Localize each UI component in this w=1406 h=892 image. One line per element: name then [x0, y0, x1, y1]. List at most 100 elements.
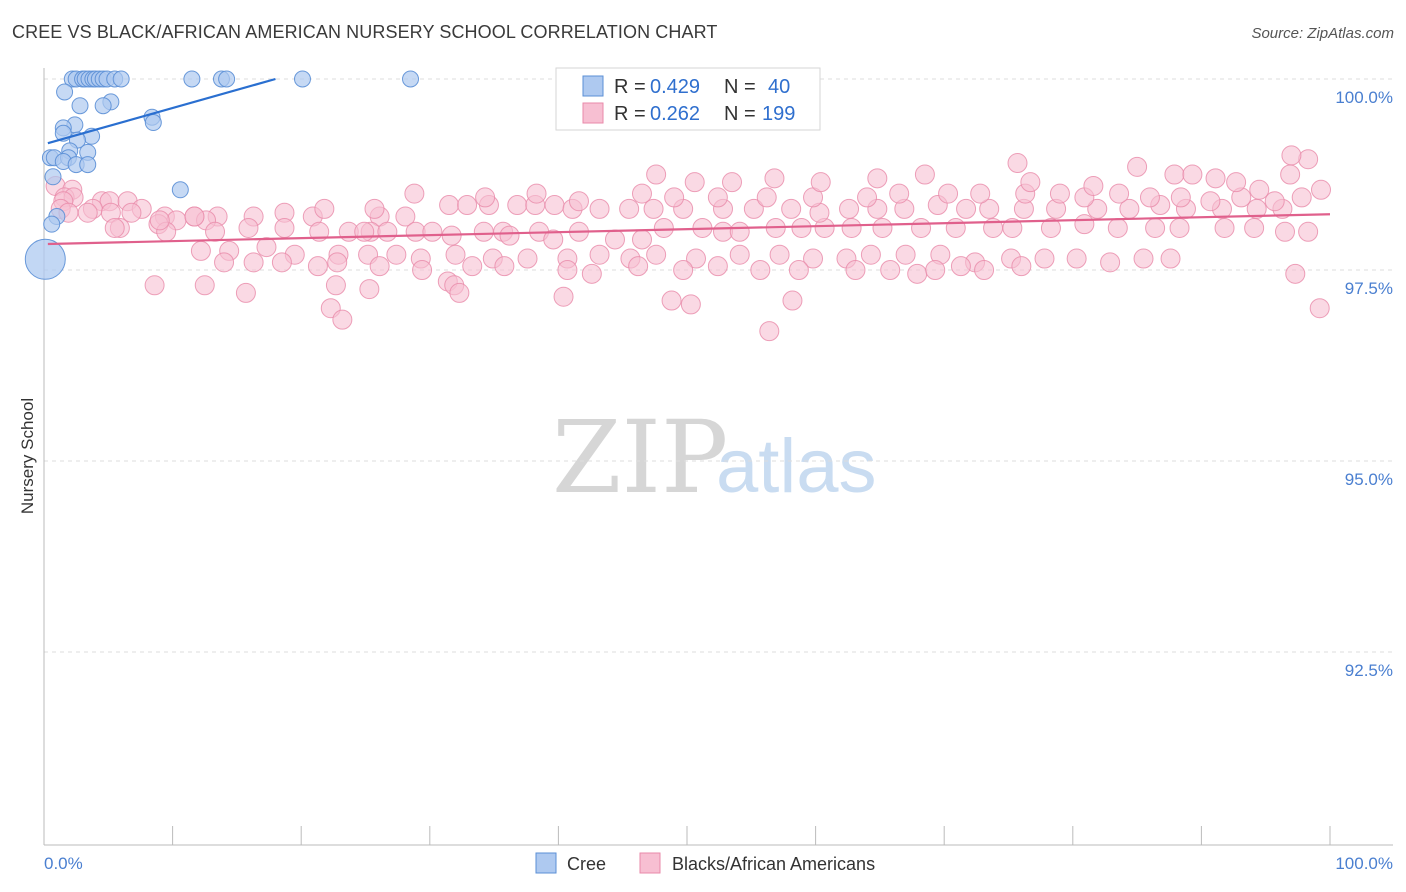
legend-black-r-label: R = [614, 103, 646, 125]
cree-point [218, 70, 236, 88]
y-axis-title: Nursery School [18, 398, 37, 514]
black-point [274, 217, 295, 238]
black-point [1169, 217, 1190, 238]
black-point [722, 172, 743, 193]
black-point [707, 187, 728, 208]
black-point [1002, 217, 1023, 238]
black-point [911, 217, 932, 238]
black-point [271, 252, 292, 273]
legend-cree-n-value: 40 [768, 76, 790, 98]
black-point [359, 279, 380, 300]
black-point [149, 210, 170, 231]
black-point [190, 240, 211, 261]
black-point [144, 275, 165, 296]
black-point [803, 248, 824, 269]
black-point [1066, 248, 1087, 269]
x-tick-marks [172, 826, 1331, 845]
black-point [439, 195, 460, 216]
black-point [517, 248, 538, 269]
black-point [788, 260, 809, 280]
black-point [1280, 164, 1301, 185]
black-point [680, 294, 701, 315]
black-point [1205, 168, 1226, 189]
black-point [589, 244, 610, 265]
black-point [604, 229, 625, 250]
watermark-atlas: atlas [716, 424, 877, 509]
black-point [764, 168, 785, 189]
black-point [544, 195, 565, 216]
black-point [895, 244, 916, 265]
black-point [1127, 156, 1148, 177]
black-point [104, 217, 125, 238]
black-point [631, 183, 652, 204]
black-point [1226, 172, 1247, 193]
y-tick-label: 100.0% [1335, 88, 1393, 107]
black-point [499, 225, 520, 246]
black-point [938, 183, 959, 204]
legend-cree-swatch [582, 75, 604, 97]
black-point [673, 260, 694, 280]
black-point [354, 221, 375, 242]
cree-point [94, 97, 112, 115]
black-point [1170, 187, 1191, 208]
black-point [557, 260, 578, 280]
legend-black-r-value: 0.262 [650, 103, 700, 125]
black-point [914, 164, 935, 185]
black-point [194, 275, 215, 296]
black-point [769, 244, 790, 265]
cree-point [144, 114, 162, 132]
black-point [653, 217, 674, 238]
black-point [1020, 172, 1041, 193]
black-point [1298, 149, 1319, 170]
black-point [860, 244, 881, 265]
black-point [956, 198, 977, 219]
black-point [205, 221, 226, 242]
legend-bottom-cree-label: Cree [567, 854, 606, 874]
cree-point [402, 70, 420, 88]
black-point [589, 198, 610, 219]
black-point [307, 256, 328, 277]
black-point [543, 229, 564, 250]
black-point [1281, 145, 1302, 166]
legend-cree-r-value: 0.429 [650, 76, 700, 98]
black-point [1083, 175, 1104, 196]
black-point [810, 172, 831, 193]
black-point [781, 198, 802, 219]
black-point [845, 260, 866, 280]
black-point [445, 244, 466, 265]
black-point [1264, 191, 1285, 212]
black-point [214, 252, 235, 273]
black-point [256, 237, 277, 258]
black-point [684, 172, 705, 193]
watermark-zip: ZIP [552, 399, 728, 516]
black-point [1133, 248, 1154, 269]
legend-bottom-black-swatch [639, 852, 661, 874]
black-point [462, 256, 483, 277]
black-point [880, 260, 901, 280]
black-point [1011, 256, 1032, 277]
black-point [1214, 217, 1235, 238]
black-point [412, 260, 433, 280]
y-tick-label: 92.5% [1345, 661, 1393, 680]
black-point [619, 198, 640, 219]
black-point [1007, 153, 1028, 174]
black-point [1100, 252, 1121, 273]
black-point [686, 248, 707, 269]
black-point [1274, 221, 1295, 242]
black-point [473, 221, 494, 242]
y-tick-label: 97.5% [1345, 279, 1393, 298]
black-point [750, 260, 771, 280]
black-point [449, 282, 470, 303]
black-point [782, 290, 803, 311]
black-point [889, 183, 910, 204]
black-point [1291, 187, 1312, 208]
black-point [1034, 248, 1055, 269]
legend-top: R = 0.429 N = 40 R = 0.262 N = 199 [555, 67, 821, 131]
black-point [707, 256, 728, 277]
black-point [405, 221, 426, 242]
black-point [507, 195, 528, 216]
black-point [729, 244, 750, 265]
cree-point [171, 181, 189, 199]
black-point [1109, 183, 1130, 204]
